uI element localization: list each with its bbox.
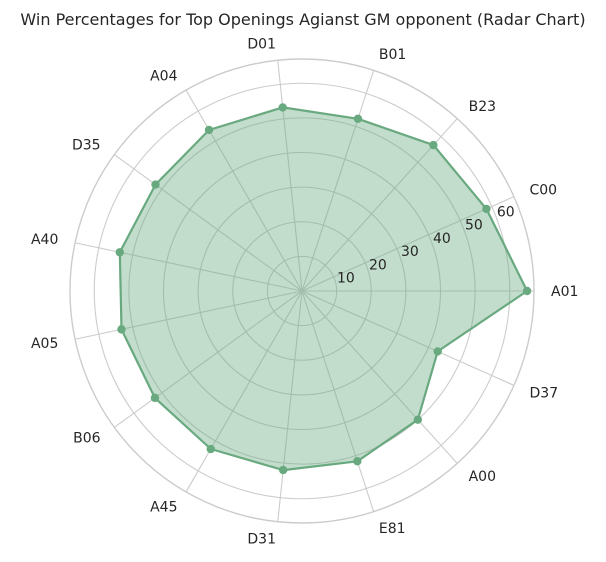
grid-circle-10 (266, 255, 338, 327)
spoke-A05 (74, 290, 303, 340)
spoke-A45 (185, 290, 303, 493)
category-label-D31: D31 (247, 532, 276, 548)
series-layer (115, 103, 532, 475)
label-layer: 10 20 30 40 50 60 A01 C00 B23 B01 D01 A04 D35 A40 A05 B… (31, 36, 578, 547)
grid-circle-30 (197, 186, 407, 396)
chart-title: Win Percentages for Top Openings Agianst… (20, 10, 586, 29)
category-label-B06: B06 (73, 430, 101, 446)
data-point-B01 (353, 114, 363, 123)
spoke-B06 (113, 290, 303, 428)
category-label-A00: A00 (469, 469, 496, 485)
category-label-A04: A04 (150, 68, 177, 84)
outer-circle (69, 58, 535, 524)
data-point-D31 (278, 465, 288, 475)
data-point-C00 (482, 204, 491, 214)
data-point-D01 (278, 103, 287, 112)
grid-circle-60 (93, 82, 511, 500)
series-line (118, 106, 529, 472)
data-point-A00 (413, 415, 423, 424)
radial-tick-label-50: 50 (465, 218, 483, 234)
data-point-B06 (150, 393, 160, 403)
category-label-D01: D01 (247, 36, 276, 52)
spoke-D31 (277, 290, 303, 522)
spoke-A00 (301, 290, 458, 464)
data-point-A45 (206, 444, 215, 454)
grid-layer (69, 58, 535, 524)
category-label-E81: E81 (379, 521, 406, 537)
radial-tick-label-60: 60 (497, 205, 515, 221)
spoke-D01 (277, 60, 303, 292)
radial-tick-label-30: 30 (401, 244, 419, 260)
category-label-B01: B01 (379, 47, 406, 63)
spoke-E81 (301, 290, 375, 512)
radial-tick-label-40: 40 (433, 231, 451, 247)
spoke-B01 (301, 70, 375, 292)
radial-tick-label-20: 20 (369, 258, 387, 274)
data-point-D37 (433, 347, 442, 356)
data-point-A04 (204, 125, 214, 135)
category-label-D35: D35 (72, 138, 101, 154)
category-label-A05: A05 (31, 336, 58, 352)
category-label-B23: B23 (469, 99, 496, 115)
category-label-A01: A01 (551, 284, 578, 300)
data-point-E81 (353, 457, 362, 466)
data-point-D35 (151, 180, 160, 189)
data-point-B23 (429, 140, 438, 150)
data-point-A05 (117, 325, 126, 334)
grid-circle-20 (232, 221, 372, 361)
spoke-C00 (301, 196, 515, 292)
series-area (119, 107, 528, 471)
radial-tick-label-10: 10 (337, 271, 355, 287)
data-point-A01 (522, 286, 532, 296)
category-label-C00: C00 (530, 183, 558, 199)
category-label-A40: A40 (31, 232, 58, 248)
category-label-D37: D37 (530, 385, 559, 401)
data-point-A40 (115, 248, 124, 257)
grid-circle-40 (162, 151, 442, 431)
spoke-A04 (185, 89, 303, 292)
spoke-A40 (74, 242, 303, 292)
category-label-A45: A45 (150, 500, 177, 516)
spoke-D37 (301, 290, 515, 386)
grid-circle-50 (128, 117, 476, 465)
spoke-D35 (113, 154, 303, 292)
